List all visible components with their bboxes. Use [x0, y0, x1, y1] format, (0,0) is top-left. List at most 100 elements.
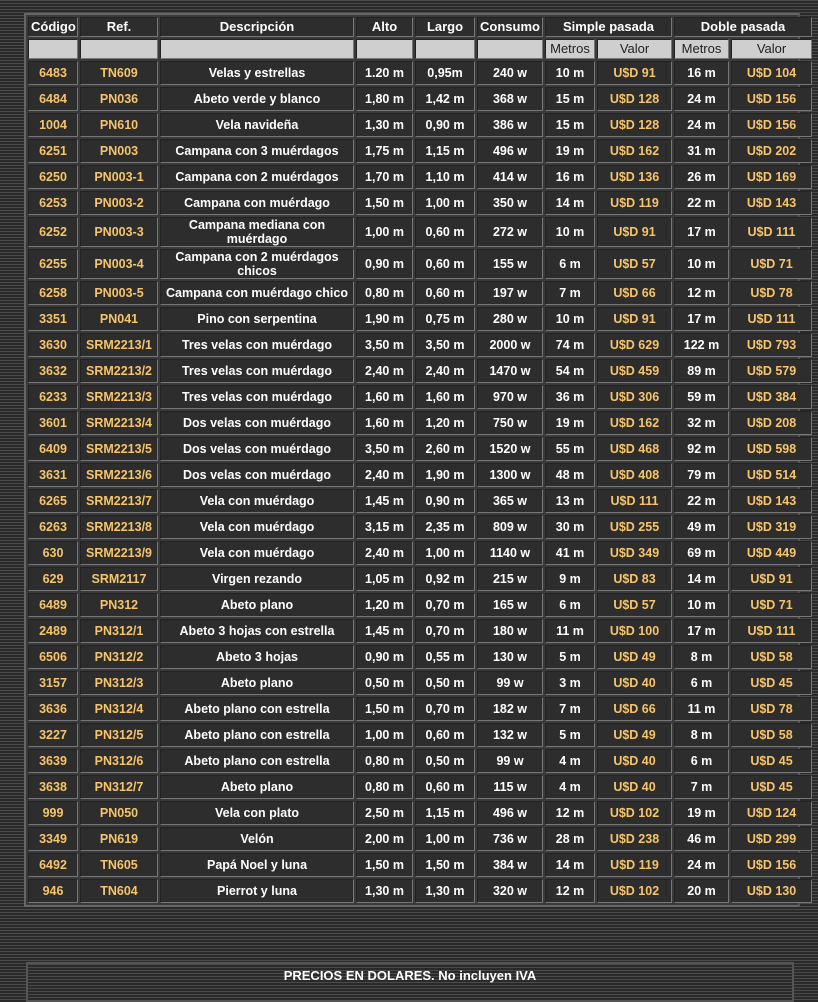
cell-doble-valor: U$D 449 — [731, 541, 813, 565]
cell-largo: 1,50 m — [415, 853, 475, 877]
cell-ref: PN036 — [80, 87, 158, 111]
table-row: 6252 PN003-3 Campana mediana con muérdago 1… — [28, 217, 813, 247]
cell-alto: 0,90 m — [356, 249, 413, 279]
cell-consumo: 1300 w — [477, 463, 543, 487]
cell-simple-metros: 15 m — [545, 87, 595, 111]
cell-consumo: 155 w — [477, 249, 543, 279]
cell-codigo: 630 — [28, 541, 78, 565]
cell-largo: 0,60 m — [415, 249, 475, 279]
cell-largo: 0,55 m — [415, 645, 475, 669]
cell-largo: 0,92 m — [415, 567, 475, 591]
cell-consumo: 2000 w — [477, 333, 543, 357]
cell-descripcion: Abeto 3 hojas — [160, 645, 354, 669]
empty-subheader — [28, 39, 78, 59]
cell-codigo: 6489 — [28, 593, 78, 617]
subheader-valor: Valor — [597, 39, 673, 59]
cell-doble-metros: 59 m — [674, 385, 730, 409]
cell-doble-metros: 17 m — [674, 307, 730, 331]
cell-simple-valor: U$D 162 — [597, 139, 673, 163]
cell-consumo: 496 w — [477, 801, 543, 825]
cell-simple-metros: 9 m — [545, 567, 595, 591]
cell-simple-valor: U$D 136 — [597, 165, 673, 189]
table-row: 6265 SRM2213/7 Vela con muérdago 1,45 m 0,90… — [28, 489, 813, 513]
cell-doble-valor: U$D 598 — [731, 437, 813, 461]
cell-largo: 1,00 m — [415, 541, 475, 565]
cell-simple-valor: U$D 91 — [597, 217, 673, 247]
header-alto: Alto — [356, 17, 413, 37]
cell-descripcion: Vela con muérdago — [160, 489, 354, 513]
cell-consumo: 809 w — [477, 515, 543, 539]
cell-simple-metros: 7 m — [545, 697, 595, 721]
cell-codigo: 2489 — [28, 619, 78, 643]
cell-largo: 2,40 m — [415, 359, 475, 383]
cell-largo: 2,35 m — [415, 515, 475, 539]
cell-largo: 0,60 m — [415, 281, 475, 305]
cell-simple-valor: U$D 40 — [597, 775, 673, 799]
cell-alto: 2,50 m — [356, 801, 413, 825]
cell-largo: 0,90 m — [415, 113, 475, 137]
cell-ref: PN619 — [80, 827, 158, 851]
cell-codigo: 6253 — [28, 191, 78, 215]
cell-descripcion: Tres velas con muérdago — [160, 385, 354, 409]
cell-descripcion: Tres velas con muérdago — [160, 333, 354, 357]
cell-doble-metros: 24 m — [674, 853, 730, 877]
cell-doble-metros: 32 m — [674, 411, 730, 435]
cell-descripcion: Abeto plano — [160, 671, 354, 695]
table-row: 3351 PN041 Pino con serpentina 1,90 m 0,75 m… — [28, 307, 813, 331]
cell-simple-valor: U$D 111 — [597, 489, 673, 513]
cell-simple-valor: U$D 162 — [597, 411, 673, 435]
cell-codigo: 3638 — [28, 775, 78, 799]
cell-consumo: 132 w — [477, 723, 543, 747]
cell-simple-valor: U$D 83 — [597, 567, 673, 591]
table-row: 6484 PN036 Abeto verde y blanco 1,80 m 1,42 … — [28, 87, 813, 111]
cell-simple-valor: U$D 57 — [597, 593, 673, 617]
cell-alto: 2,40 m — [356, 359, 413, 383]
cell-descripcion: Velas y estrellas — [160, 61, 354, 85]
cell-ref: PN312/4 — [80, 697, 158, 721]
cell-ref: SRM2117 — [80, 567, 158, 591]
table-row: 629 SRM2117 Virgen rezando 1,05 m 0,92 m 215 … — [28, 567, 813, 591]
table-row: 6250 PN003-1 Campana con 2 muérdagos 1,70 m… — [28, 165, 813, 189]
cell-simple-metros: 14 m — [545, 191, 595, 215]
cell-doble-valor: U$D 793 — [731, 333, 813, 357]
cell-consumo: 386 w — [477, 113, 543, 137]
cell-descripcion: Campana con 2 muérdagos — [160, 165, 354, 189]
cell-simple-metros: 11 m — [545, 619, 595, 643]
cell-simple-valor: U$D 40 — [597, 671, 673, 695]
header-ref: Ref. — [80, 17, 158, 37]
cell-alto: 1,30 m — [356, 113, 413, 137]
cell-simple-valor: U$D 459 — [597, 359, 673, 383]
cell-consumo: 280 w — [477, 307, 543, 331]
cell-codigo: 6233 — [28, 385, 78, 409]
cell-largo: 0,70 m — [415, 697, 475, 721]
cell-alto: 1,50 m — [356, 697, 413, 721]
cell-doble-valor: U$D 143 — [731, 489, 813, 513]
cell-ref: PN041 — [80, 307, 158, 331]
cell-doble-valor: U$D 202 — [731, 139, 813, 163]
cell-simple-metros: 55 m — [545, 437, 595, 461]
cell-largo: 0,60 m — [415, 775, 475, 799]
cell-alto: 1,60 m — [356, 411, 413, 435]
cell-consumo: 165 w — [477, 593, 543, 617]
cell-consumo: 99 w — [477, 749, 543, 773]
cell-simple-valor: U$D 119 — [597, 191, 673, 215]
cell-doble-metros: 31 m — [674, 139, 730, 163]
table-row: 6253 PN003-2 Campana con muérdago 1,50 m 1,0… — [28, 191, 813, 215]
cell-alto: 2,40 m — [356, 463, 413, 487]
cell-ref: SRM2213/8 — [80, 515, 158, 539]
cell-ref: TN605 — [80, 853, 158, 877]
cell-simple-metros: 5 m — [545, 645, 595, 669]
cell-descripcion: Abeto 3 hojas con estrella — [160, 619, 354, 643]
cell-simple-valor: U$D 629 — [597, 333, 673, 357]
cell-simple-metros: 30 m — [545, 515, 595, 539]
cell-descripcion: Vela con plato — [160, 801, 354, 825]
cell-doble-valor: U$D 579 — [731, 359, 813, 383]
cell-doble-valor: U$D 208 — [731, 411, 813, 435]
cell-alto: 1,75 m — [356, 139, 413, 163]
cell-simple-metros: 6 m — [545, 593, 595, 617]
empty-subheader — [80, 39, 158, 59]
cell-alto: 1.20 m — [356, 61, 413, 85]
cell-simple-valor: U$D 306 — [597, 385, 673, 409]
header-largo: Largo — [415, 17, 475, 37]
